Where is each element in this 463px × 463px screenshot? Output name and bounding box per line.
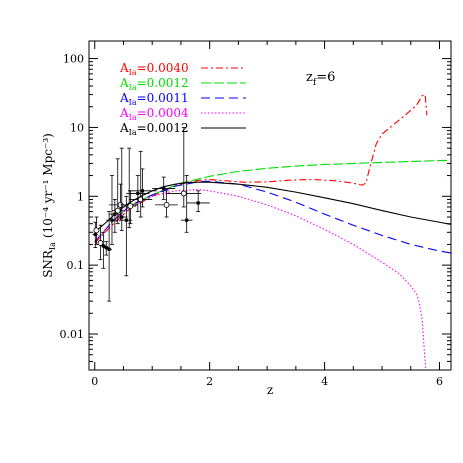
x-tick-label: 2 xyxy=(206,375,213,388)
data-point-5 xyxy=(103,241,110,256)
zf-value: =6 xyxy=(316,70,335,85)
data-point-3 xyxy=(97,224,104,261)
legend-label-2: AIa=0.0012 xyxy=(119,76,189,92)
marker-filled xyxy=(113,212,117,216)
legend-label-sub: Ia xyxy=(129,113,137,122)
marker-open xyxy=(93,227,100,234)
x-tick-label: 6 xyxy=(436,375,443,388)
data-point-21 xyxy=(180,175,193,233)
data-point-15 xyxy=(126,175,150,212)
legend-label-sub: Ia xyxy=(129,98,137,107)
model-curves xyxy=(94,93,451,369)
x-axis: 0 2 4 6 xyxy=(91,41,443,388)
legend-label-sub: Ia xyxy=(129,68,137,77)
marker-open xyxy=(180,190,187,197)
marker-filled xyxy=(136,191,140,196)
legend-label-main: A xyxy=(119,91,129,105)
plot-frame xyxy=(88,40,452,371)
legend-label-main: A xyxy=(119,76,129,90)
zf-annotation: zf=6 xyxy=(306,70,335,88)
legend-label-sub: Ia xyxy=(129,83,137,92)
y-axis-title-sub: Ia xyxy=(48,242,57,250)
y-axis-title-units: (10⁻⁴ yr⁻¹ Mpc⁻³) xyxy=(41,133,55,238)
zf-main: z xyxy=(306,70,313,85)
legend-label-4: AIa=0.0004 xyxy=(119,106,189,122)
legend-label-value: =0.0012 xyxy=(137,76,189,90)
legend-label-value: =0.0004 xyxy=(137,106,189,120)
marker-filled xyxy=(110,218,114,222)
marker-filled xyxy=(93,232,97,236)
data-point-1 xyxy=(92,221,99,248)
marker-open xyxy=(137,196,144,203)
marker-filled xyxy=(101,244,105,248)
data-point-10 xyxy=(109,183,133,221)
data-point-16 xyxy=(129,150,153,218)
marker-filled xyxy=(124,218,128,222)
series-line-3 xyxy=(94,180,451,254)
legend-label-sub: Ia xyxy=(129,128,137,137)
legend-label-main: A xyxy=(119,106,129,120)
legend-label-value: =0.0012 xyxy=(137,121,189,135)
y-tick-label: 1 xyxy=(77,190,84,203)
series-line-4 xyxy=(94,189,427,369)
data-point-6 xyxy=(106,211,112,302)
marker-filled xyxy=(140,189,145,193)
x-axis-title: z xyxy=(267,383,273,397)
y-tick-label: 0.01 xyxy=(60,328,85,341)
series-line-2 xyxy=(94,159,451,242)
legend-label-main: A xyxy=(119,121,129,135)
data-point-22 xyxy=(186,190,210,212)
marker-filled xyxy=(120,215,124,219)
series-line-5 xyxy=(94,181,451,233)
legend-label-value: =0.0040 xyxy=(137,61,189,75)
marker-filled xyxy=(162,186,166,191)
data-point-11 xyxy=(116,147,128,231)
legend: AIa=0.0040AIa=0.0012AIa=0.0011AIa=0.0004… xyxy=(119,61,246,137)
data-point-20 xyxy=(166,127,202,208)
marker-open xyxy=(114,207,121,214)
data-point-17 xyxy=(128,168,157,208)
data-point-7 xyxy=(106,175,118,245)
legend-label-3: AIa=0.0011 xyxy=(119,91,189,107)
marker-filled xyxy=(196,201,200,205)
marker-filled xyxy=(185,218,189,222)
x-tick-label: 4 xyxy=(321,375,328,388)
y-tick-label: 100 xyxy=(63,53,84,66)
legend-label-5: AIa=0.0012 xyxy=(119,121,189,137)
data-point-19 xyxy=(155,190,179,218)
legend-label-1: AIa=0.0040 xyxy=(119,61,189,77)
data-point-4 xyxy=(100,231,107,269)
marker-filled xyxy=(104,245,108,250)
marker-filled xyxy=(107,247,111,251)
zf-sub: f xyxy=(313,78,317,88)
y-tick-label: 10 xyxy=(70,121,84,134)
y-axis: 0.01 0.1 1 10 100 xyxy=(60,53,451,371)
data-point-2 xyxy=(93,216,100,245)
legend-label-main: A xyxy=(119,61,129,75)
y-axis-title-main: SNR xyxy=(41,249,55,278)
y-tick-label: 0.1 xyxy=(67,259,85,272)
marker-open xyxy=(163,201,170,208)
legend-label-value: =0.0011 xyxy=(137,91,189,105)
data-point-14 xyxy=(124,190,137,225)
x-tick-label: 0 xyxy=(91,375,98,388)
data-point-18 xyxy=(152,176,176,200)
y-axis-title: SNRIa (10⁻⁴ yr⁻¹ Mpc⁻³) xyxy=(41,133,57,278)
observations xyxy=(92,127,210,302)
marker-open xyxy=(127,203,134,210)
